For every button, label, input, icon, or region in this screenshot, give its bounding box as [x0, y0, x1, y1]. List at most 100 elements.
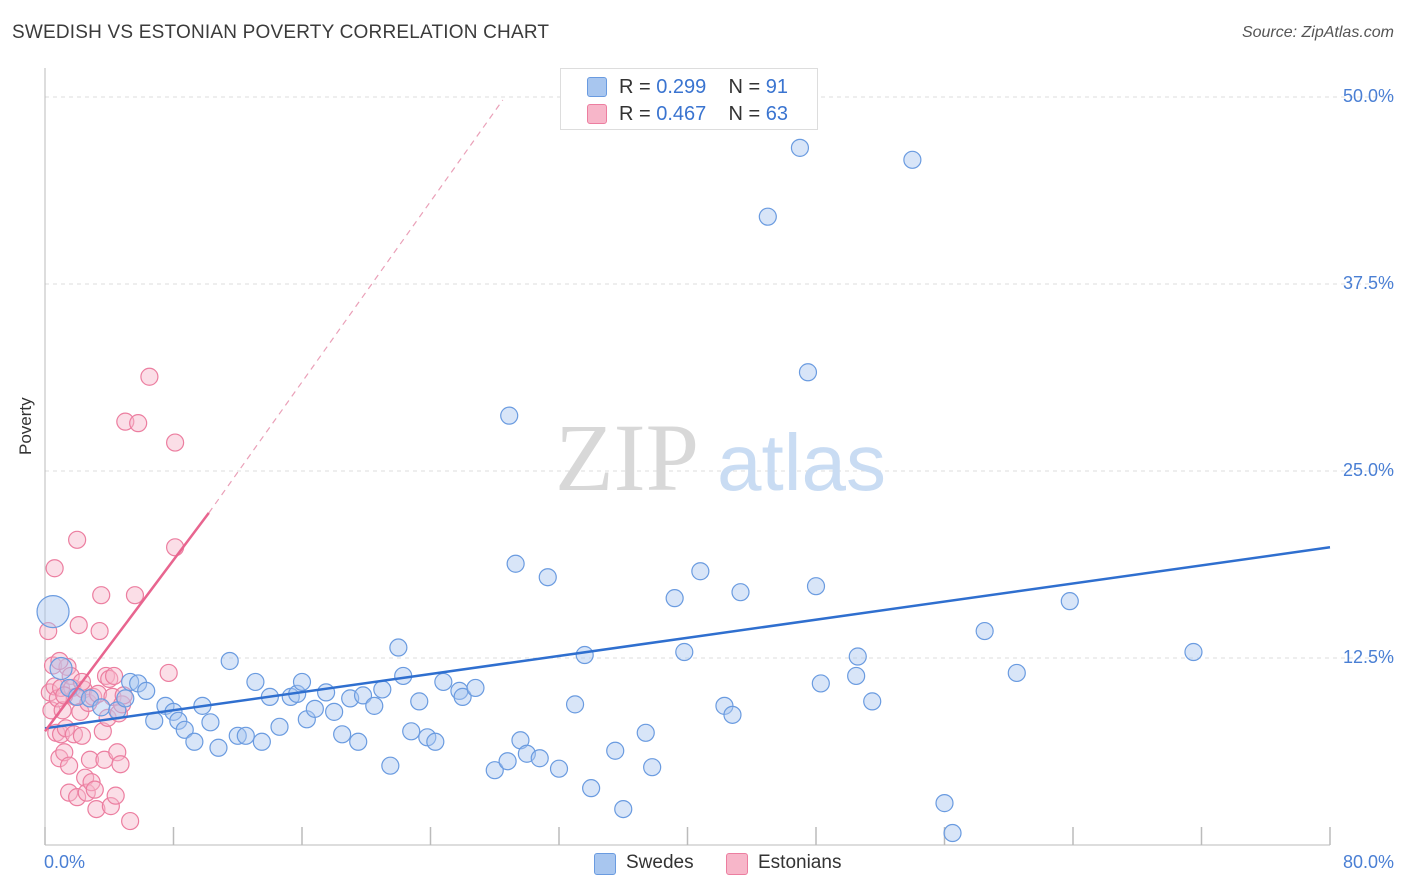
- legend-n-label: N =: [728, 103, 761, 125]
- swedes-point: [116, 689, 135, 708]
- estonians-point: [129, 414, 148, 433]
- watermark-atlas: atlas: [717, 418, 886, 507]
- estonians-trend-extension: [208, 99, 504, 514]
- estonians-point: [140, 367, 159, 386]
- estonians-point: [166, 433, 185, 452]
- swedes-point: [790, 138, 810, 157]
- swedes-point: [530, 749, 549, 768]
- estonians-point: [72, 726, 92, 745]
- estonians-point: [93, 722, 112, 741]
- estonians-point: [50, 651, 69, 671]
- estonians-trend-line: [44, 512, 210, 733]
- legend-r-value: 0.299: [656, 76, 707, 98]
- swedes-point: [353, 686, 373, 705]
- estonians-point: [45, 559, 64, 578]
- swedes-point: [643, 758, 662, 777]
- estonians-point: [100, 669, 119, 689]
- estonians-point: [55, 743, 74, 762]
- swedes-point: [381, 756, 400, 775]
- swedes-point: [36, 595, 70, 629]
- legend-n-value: 91: [765, 76, 789, 98]
- estonians-point: [104, 666, 124, 686]
- swedes-point: [333, 725, 352, 744]
- estonians-point: [68, 530, 87, 549]
- swedes-swatch: [587, 77, 607, 97]
- swedes-point: [305, 699, 324, 718]
- estonians-point: [39, 621, 58, 641]
- swedes-point: [731, 583, 750, 602]
- watermark: ZIP atlas: [555, 404, 886, 511]
- swedes-point: [137, 681, 156, 701]
- swedes-point: [565, 695, 585, 714]
- swedes-legend-swatch: [594, 853, 616, 875]
- swedes-point: [848, 647, 867, 666]
- swedes-trend-line: [44, 546, 1331, 730]
- swedes-point: [209, 738, 228, 757]
- y-tick-label: 37.5%: [1342, 273, 1394, 293]
- swedes-point: [903, 150, 922, 169]
- swedes-point: [270, 717, 289, 736]
- swedes-point: [675, 642, 694, 662]
- swedes-point: [498, 752, 517, 771]
- estonians-point: [87, 799, 106, 819]
- swedes-point: [575, 645, 594, 665]
- swedes-point: [636, 723, 655, 742]
- swedes-point: [549, 759, 569, 778]
- estonians-point: [159, 663, 178, 683]
- swedes-point: [665, 589, 684, 608]
- swedes-point: [349, 732, 368, 751]
- swedes-point: [691, 562, 710, 581]
- swedes-point: [434, 672, 453, 692]
- estonians-legend-label: Estonians: [758, 852, 842, 873]
- legend-r-label: R =: [619, 103, 651, 125]
- swedes-point: [220, 651, 239, 671]
- swedes-point: [292, 672, 312, 692]
- swedes-point: [49, 656, 73, 681]
- swedes-point: [614, 799, 633, 819]
- estonians-point: [69, 615, 88, 635]
- swedes-point: [935, 794, 954, 813]
- swedes-point: [426, 732, 445, 751]
- x-tick-label-max: 80.0%: [1342, 852, 1394, 872]
- swedes-point: [246, 672, 265, 692]
- swedes-point: [806, 577, 826, 596]
- swedes-point: [582, 779, 601, 798]
- estonians-point: [101, 797, 120, 816]
- estonians-point: [166, 538, 185, 557]
- swedes-point: [453, 687, 472, 706]
- x-tick-label-min: 0.0%: [44, 852, 86, 872]
- swedes-point: [185, 732, 204, 751]
- correlation-legend: R = 0.299 N = 91 R = 0.467 N = 63: [560, 68, 818, 130]
- swedes-point: [538, 568, 557, 587]
- estonians-point: [80, 750, 100, 769]
- estonians-point: [125, 586, 145, 605]
- swedes-point: [92, 698, 111, 717]
- estonians-swatch: [587, 104, 607, 124]
- swedes-point: [1184, 642, 1203, 662]
- swedes-point: [1007, 663, 1026, 683]
- swedes-point: [466, 678, 485, 698]
- legend-r-label: R =: [619, 76, 651, 98]
- swedes-point: [169, 711, 188, 730]
- swedes-point: [943, 823, 962, 843]
- swedes-point: [975, 621, 994, 641]
- swedes-point: [863, 692, 882, 711]
- legend-n-label: N =: [728, 76, 761, 98]
- swedes-point: [506, 554, 525, 573]
- estonians-point: [108, 743, 127, 762]
- estonians-point: [90, 621, 109, 641]
- swedes-point: [1060, 592, 1079, 611]
- legend-r-value: 0.467: [656, 103, 707, 125]
- swedes-point: [252, 732, 271, 751]
- axes: [44, 68, 1331, 846]
- swedes-point: [758, 207, 777, 226]
- swedes-point: [389, 638, 408, 657]
- estonians-point: [85, 780, 104, 799]
- swedes-point: [373, 680, 392, 699]
- swedes-point: [410, 692, 429, 711]
- gridlines: [45, 96, 1392, 659]
- trend-lines: [44, 99, 1331, 733]
- swedes-point: [847, 666, 866, 686]
- estonians-point: [92, 586, 111, 605]
